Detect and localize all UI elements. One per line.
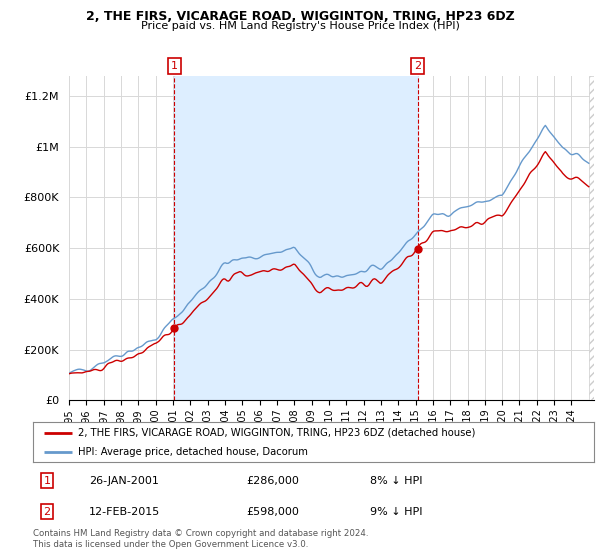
Text: 9% ↓ HPI: 9% ↓ HPI (370, 507, 422, 517)
Text: 2, THE FIRS, VICARAGE ROAD, WIGGINTON, TRING, HP23 6DZ: 2, THE FIRS, VICARAGE ROAD, WIGGINTON, T… (86, 10, 514, 23)
Bar (175, 76, 418, 400)
Text: 1: 1 (171, 60, 178, 71)
Text: 26-JAN-2001: 26-JAN-2001 (89, 475, 159, 486)
Text: Contains HM Land Registry data © Crown copyright and database right 2024.
This d: Contains HM Land Registry data © Crown c… (33, 529, 368, 549)
Text: 2, THE FIRS, VICARAGE ROAD, WIGGINTON, TRING, HP23 6DZ (detached house): 2, THE FIRS, VICARAGE ROAD, WIGGINTON, T… (78, 428, 475, 437)
Text: 2: 2 (43, 507, 50, 517)
Text: £598,000: £598,000 (246, 507, 299, 517)
Text: 2: 2 (414, 60, 421, 71)
Text: Price paid vs. HM Land Registry's House Price Index (HPI): Price paid vs. HM Land Registry's House … (140, 21, 460, 31)
Text: 8% ↓ HPI: 8% ↓ HPI (370, 475, 422, 486)
Text: HPI: Average price, detached house, Dacorum: HPI: Average price, detached house, Daco… (78, 447, 308, 457)
Text: £286,000: £286,000 (246, 475, 299, 486)
Text: 1: 1 (44, 475, 50, 486)
Text: 12-FEB-2015: 12-FEB-2015 (89, 507, 160, 517)
